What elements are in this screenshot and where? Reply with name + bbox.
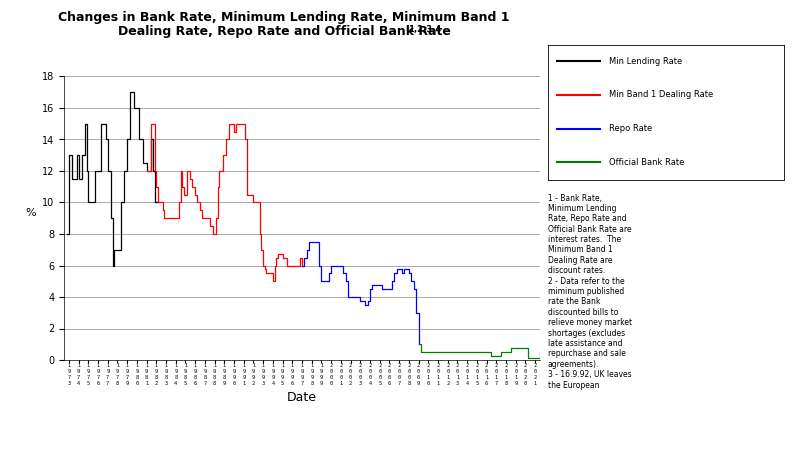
Text: Min Lending Rate: Min Lending Rate (610, 57, 682, 66)
Text: Official Bank Rate: Official Bank Rate (610, 158, 685, 167)
Text: Repo Rate: Repo Rate (610, 124, 653, 133)
X-axis label: Date: Date (287, 392, 317, 405)
Text: Changes in Bank Rate, Minimum Lending Rate, Minimum Band 1: Changes in Bank Rate, Minimum Lending Ra… (58, 11, 510, 24)
Text: Min Band 1 Dealing Rate: Min Band 1 Dealing Rate (610, 90, 714, 99)
Text: 1,2,3,4: 1,2,3,4 (408, 25, 441, 34)
Y-axis label: %: % (26, 208, 36, 218)
Text: 1 - Bank Rate,
Minimum Lending
Rate, Repo Rate and
Official Bank Rate are
intere: 1 - Bank Rate, Minimum Lending Rate, Rep… (548, 194, 632, 390)
Text: Dealing Rate, Repo Rate and Official Bank Rate: Dealing Rate, Repo Rate and Official Ban… (118, 25, 450, 38)
